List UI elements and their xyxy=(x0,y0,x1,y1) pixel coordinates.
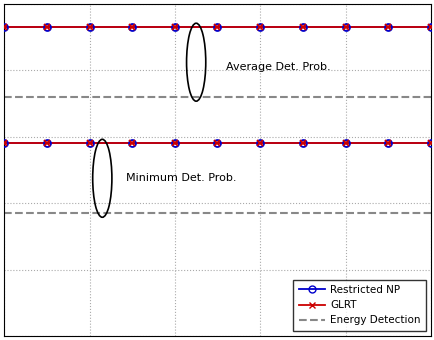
Text: Minimum Det. Prob.: Minimum Det. Prob. xyxy=(125,173,236,183)
Legend: Restricted NP, GLRT, Energy Detection: Restricted NP, GLRT, Energy Detection xyxy=(293,280,424,330)
Text: Average Det. Prob.: Average Det. Prob. xyxy=(226,62,330,72)
